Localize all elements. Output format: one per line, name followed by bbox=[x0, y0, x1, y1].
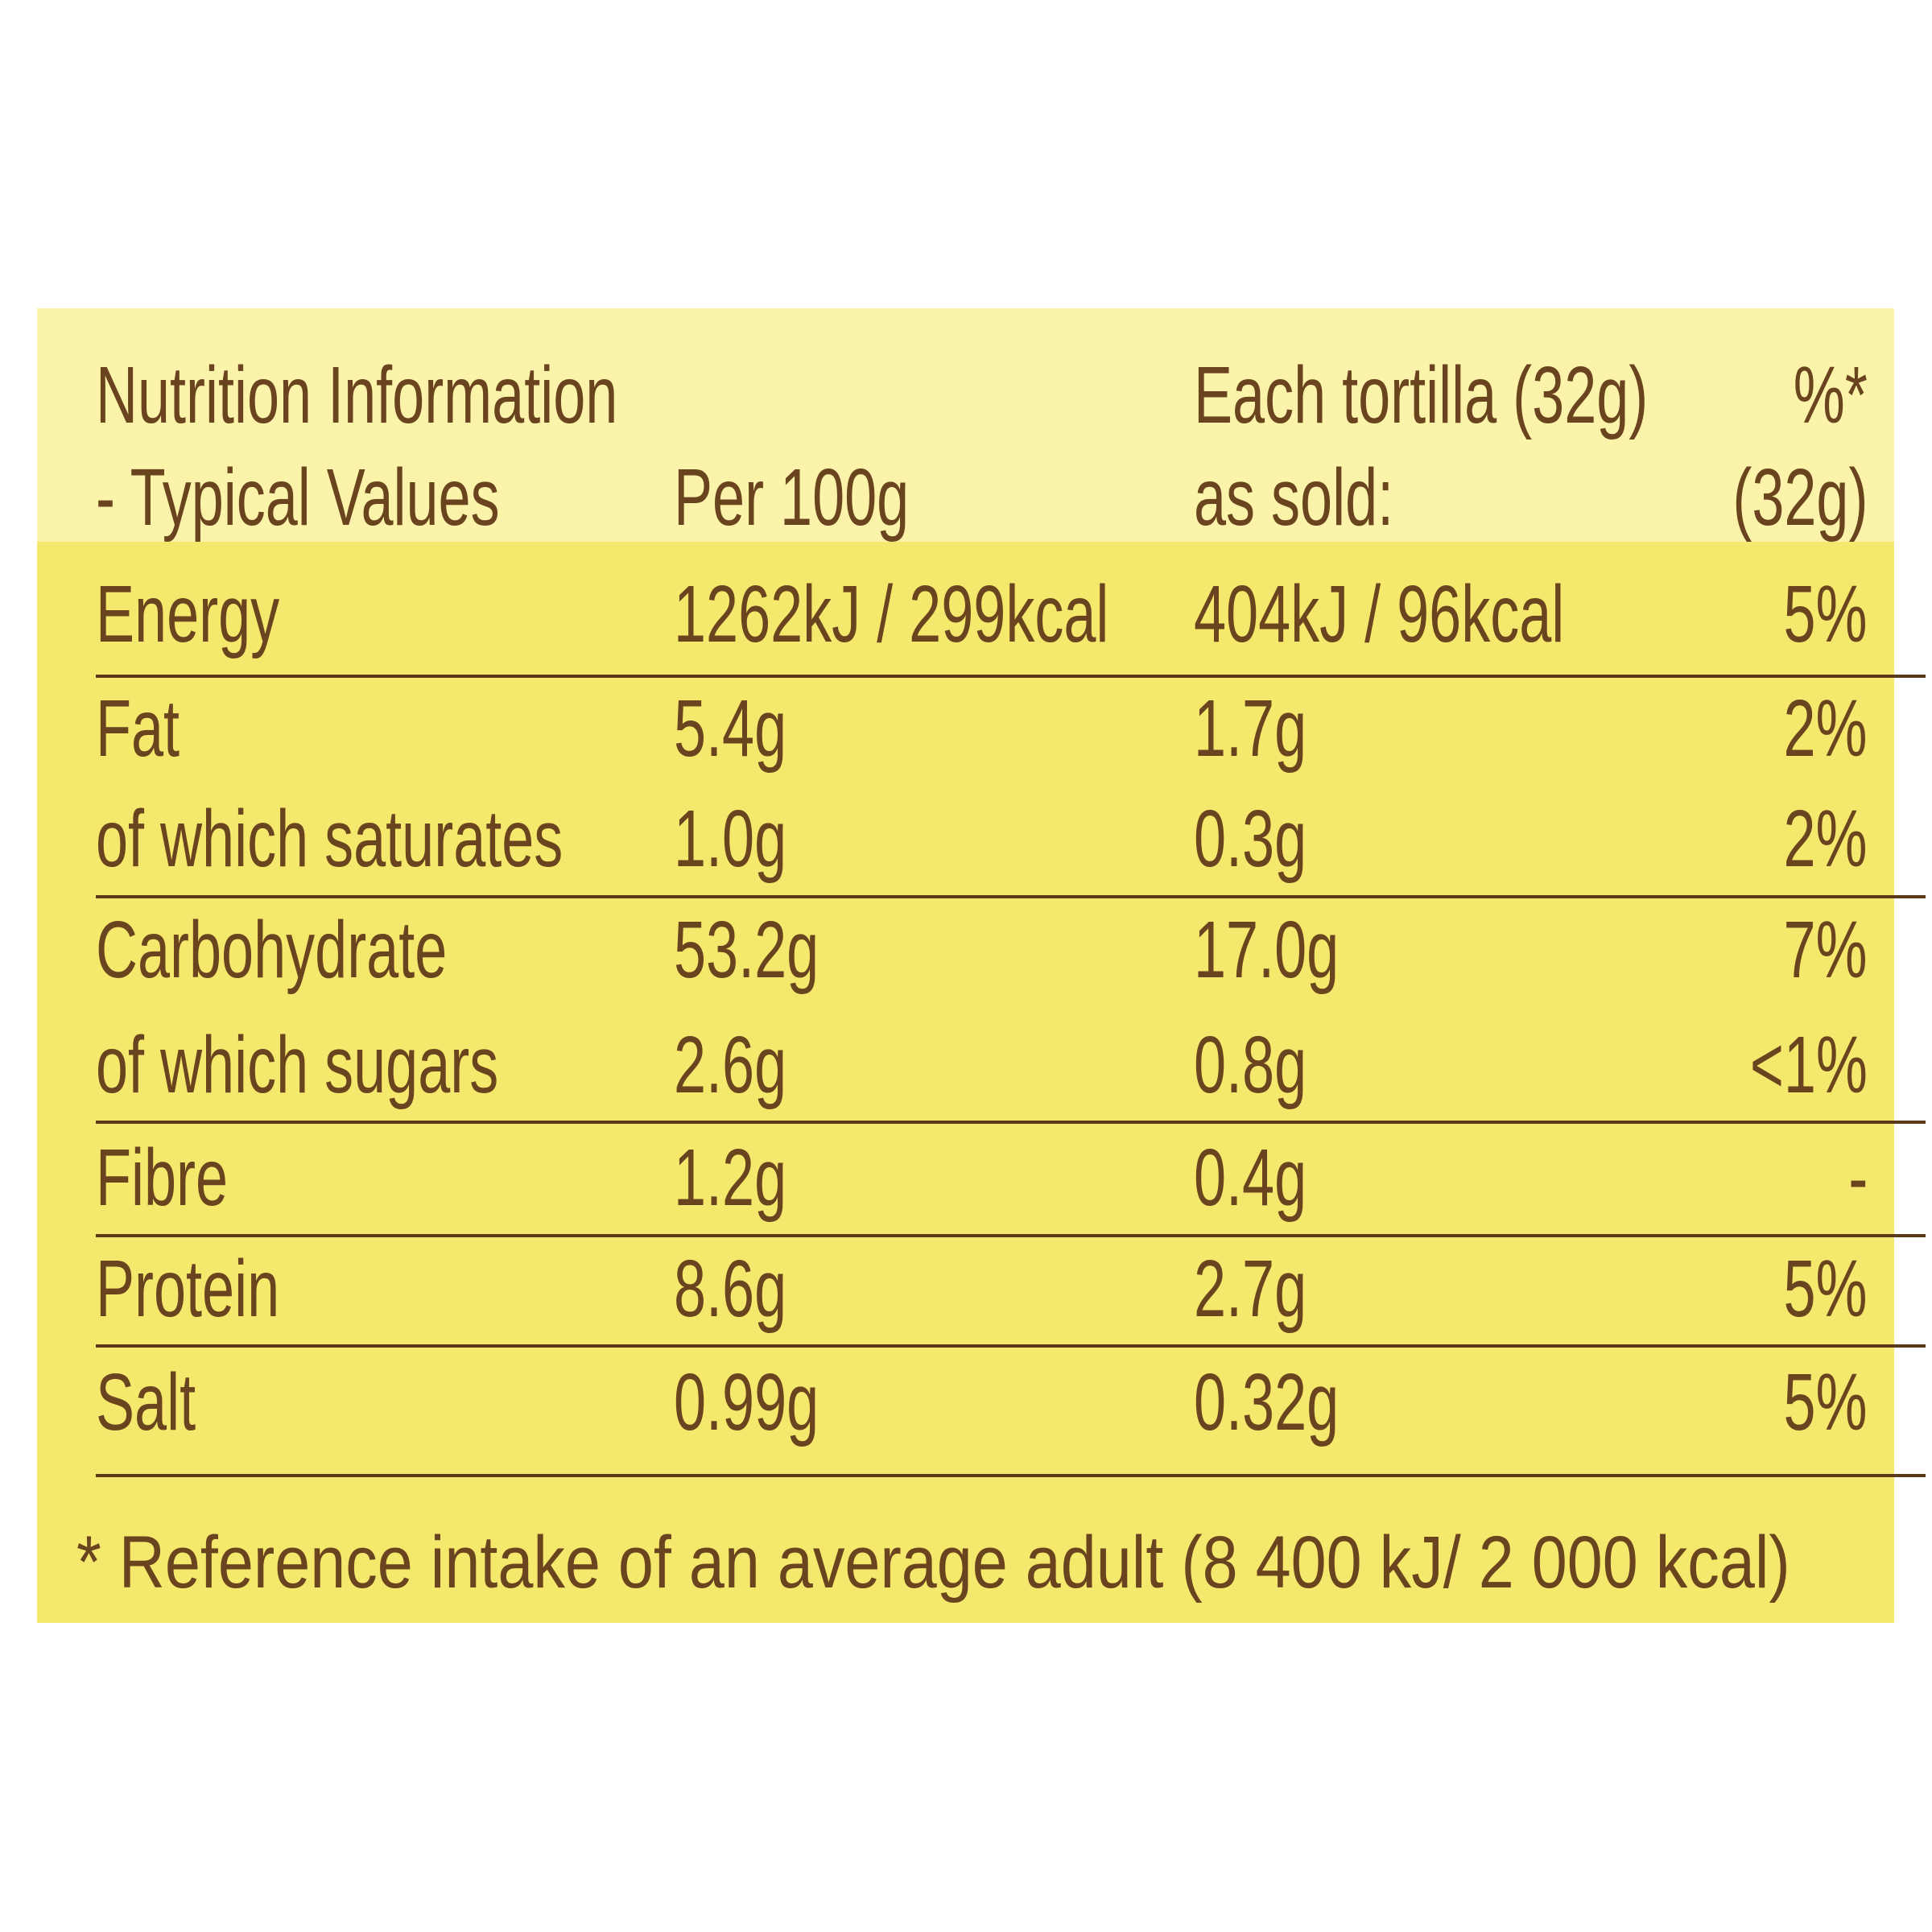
row-divider bbox=[96, 1121, 1926, 1124]
column-header: Per 100g bbox=[674, 452, 910, 543]
nutrient-value: 1.7g bbox=[1194, 683, 1307, 774]
column-header: Each tortilla (32g) bbox=[1194, 350, 1649, 440]
nutrient-value: 1262kJ / 299kcal bbox=[674, 569, 1109, 659]
nutrient-name: of which saturates bbox=[96, 794, 564, 884]
nutrient-name: Fat bbox=[96, 683, 180, 774]
reference-intake: 7% bbox=[1783, 905, 1868, 995]
row-divider bbox=[96, 1234, 1926, 1237]
nutrient-value: 2.6g bbox=[674, 1020, 787, 1110]
nutrient-value: 5.4g bbox=[674, 683, 787, 774]
nutrient-value: 404kJ / 96kcal bbox=[1194, 569, 1565, 659]
nutrient-name: Salt bbox=[96, 1357, 196, 1447]
nutrient-value: 17.0g bbox=[1194, 905, 1340, 995]
reference-intake: 5% bbox=[1783, 1244, 1868, 1334]
footnote: * Reference intake of an average adult (… bbox=[76, 1521, 1790, 1604]
nutrient-name: Protein bbox=[96, 1244, 280, 1334]
title: - Typical Values bbox=[96, 452, 500, 543]
nutrient-value: 0.4g bbox=[1194, 1133, 1307, 1223]
nutrient-value: 0.32g bbox=[1194, 1357, 1340, 1447]
nutrient-value: 0.8g bbox=[1194, 1020, 1307, 1110]
reference-intake: 2% bbox=[1783, 794, 1868, 884]
nutrient-name: Energy bbox=[96, 569, 280, 659]
row-divider bbox=[96, 1474, 1926, 1477]
reference-intake: - bbox=[1848, 1133, 1868, 1223]
reference-intake: <1% bbox=[1749, 1020, 1868, 1110]
column-header: as sold: bbox=[1194, 452, 1394, 543]
reference-intake: 2% bbox=[1783, 683, 1868, 774]
nutrient-value: 53.2g bbox=[674, 905, 819, 995]
row-divider bbox=[96, 675, 1926, 678]
nutrient-value: 1.2g bbox=[674, 1133, 787, 1223]
nutrient-value: 2.7g bbox=[1194, 1244, 1307, 1334]
column-header: %* bbox=[1793, 350, 1868, 440]
reference-intake: 5% bbox=[1783, 569, 1868, 659]
nutrition-panel: Nutrition Information - Typical Values P… bbox=[37, 308, 1926, 1623]
column-header: (32g) bbox=[1732, 452, 1868, 543]
nutrient-value: 0.99g bbox=[674, 1357, 819, 1447]
reference-intake: 5% bbox=[1783, 1357, 1868, 1447]
nutrient-name: Carbohydrate bbox=[96, 905, 448, 995]
nutrient-name: of which sugars bbox=[96, 1020, 499, 1110]
nutrient-value: 8.6g bbox=[674, 1244, 787, 1334]
nutrient-value: 1.0g bbox=[674, 794, 787, 884]
row-divider bbox=[96, 895, 1926, 898]
nutrient-value: 0.3g bbox=[1194, 794, 1307, 884]
row-divider bbox=[96, 1344, 1926, 1348]
header-background bbox=[37, 308, 1894, 542]
title: Nutrition Information bbox=[96, 350, 618, 440]
nutrient-name: Fibre bbox=[96, 1133, 229, 1223]
